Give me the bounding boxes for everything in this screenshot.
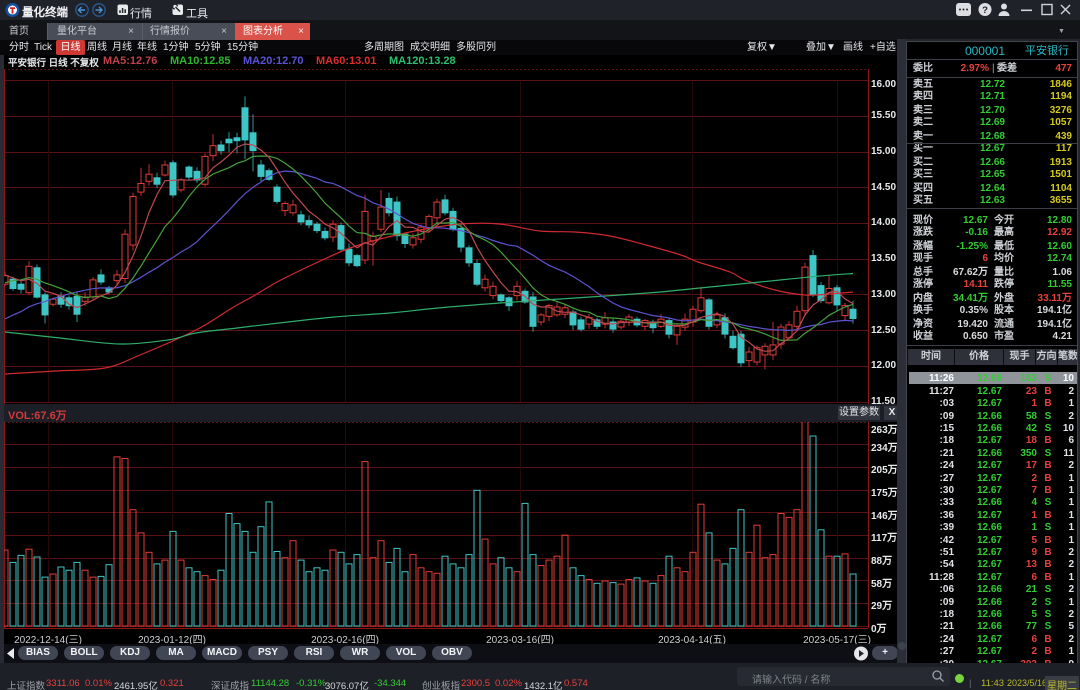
svg-text:?: ? [982,5,988,16]
